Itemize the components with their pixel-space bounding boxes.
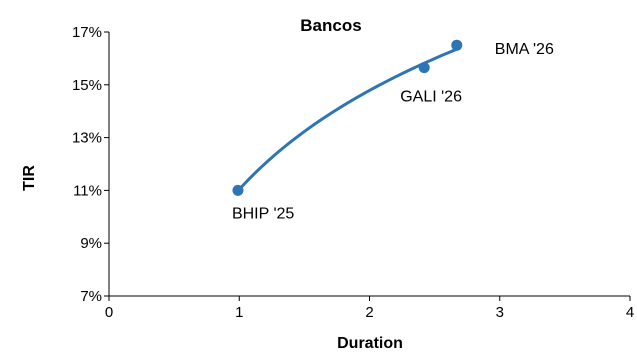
chart-title: Bancos bbox=[300, 16, 361, 35]
x-axis-title: Duration bbox=[337, 335, 403, 352]
data-point-label: BHIP '25 bbox=[232, 205, 294, 222]
y-axis-title: TIR bbox=[21, 165, 38, 191]
data-point bbox=[419, 62, 430, 73]
tick-labels: 7% 9% 11% 13% 15% 17% 0 1 2 3 4 bbox=[72, 24, 634, 321]
x-tick-label: 2 bbox=[365, 304, 373, 321]
y-tick-label: 9% bbox=[80, 235, 102, 252]
y-tick-label: 17% bbox=[72, 24, 102, 41]
x-tick-label: 4 bbox=[626, 304, 634, 321]
y-tick-label: 11% bbox=[73, 182, 102, 199]
data-point bbox=[451, 40, 462, 51]
y-tick-label: 15% bbox=[72, 77, 102, 94]
point-labels: BHIP '25 GALI '26 BMA '26 bbox=[232, 41, 554, 222]
x-tick-label: 1 bbox=[235, 304, 243, 321]
y-tick-label: 7% bbox=[80, 288, 102, 305]
x-tick-label: 0 bbox=[105, 304, 113, 321]
data-point bbox=[232, 185, 243, 196]
axes bbox=[104, 32, 630, 301]
data-point-label: BMA '26 bbox=[495, 41, 554, 58]
data-point-label: GALI '26 bbox=[400, 89, 462, 106]
x-tick-label: 3 bbox=[496, 304, 504, 321]
y-tick-label: 13% bbox=[72, 130, 102, 147]
